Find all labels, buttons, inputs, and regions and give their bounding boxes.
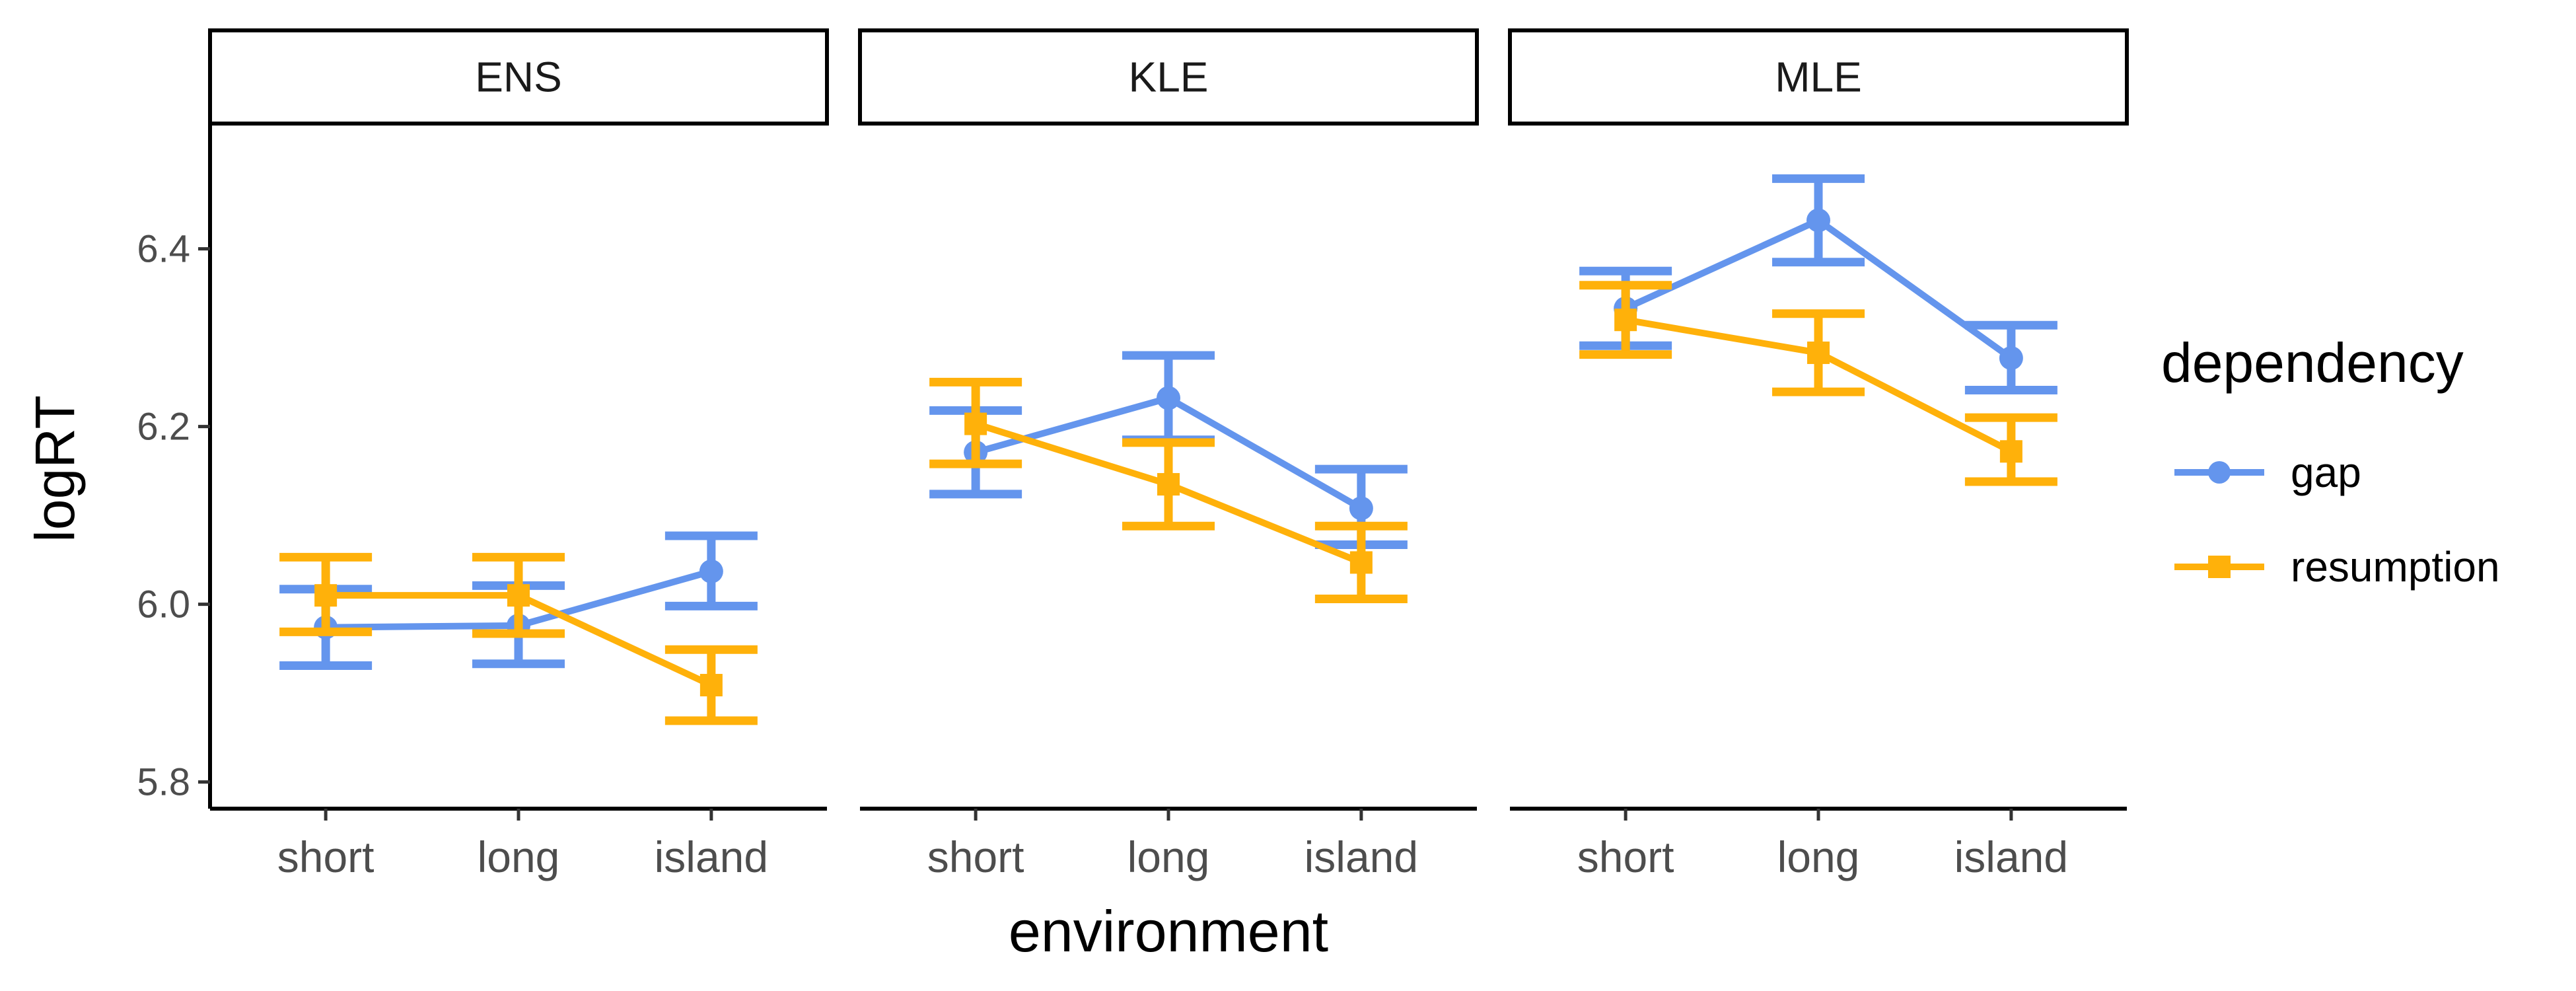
data-point-gap bbox=[1157, 386, 1180, 410]
y-tick-label: 6.4 bbox=[137, 228, 190, 271]
x-tick-label: short bbox=[277, 832, 375, 881]
facet-panel-mle: short long island bbox=[1510, 174, 2127, 881]
legend-key-marker bbox=[2208, 461, 2231, 484]
facet-strip bbox=[1508, 28, 2129, 126]
data-point-resumption bbox=[1999, 440, 2022, 463]
data-point-resumption bbox=[1349, 551, 1373, 574]
x-tick-label: long bbox=[1127, 832, 1210, 881]
legend-label: gap bbox=[2291, 449, 2361, 496]
facet-strip-label: MLE bbox=[1775, 54, 1862, 101]
facet-strip-label: KLE bbox=[1129, 54, 1209, 101]
y-tick-label: 6.2 bbox=[137, 406, 190, 449]
data-point-resumption bbox=[1157, 473, 1180, 496]
legend-item-resumption: resumption bbox=[2174, 543, 2500, 591]
data-point-gap bbox=[1807, 208, 1830, 233]
data-point-gap bbox=[1349, 496, 1373, 521]
x-tick-label: island bbox=[655, 832, 768, 881]
data-point-resumption bbox=[1807, 341, 1830, 364]
x-axis-title: environment bbox=[1009, 899, 1328, 964]
x-tick-label: long bbox=[478, 832, 560, 881]
y-tick-label: 5.8 bbox=[137, 761, 190, 804]
facet-strip bbox=[858, 28, 1479, 126]
legend-label: resumption bbox=[2291, 543, 2500, 591]
facet-strip bbox=[208, 28, 829, 126]
data-point-resumption bbox=[1614, 309, 1637, 332]
legend: dependency gap resumption bbox=[2161, 332, 2500, 591]
y-axis: 5.8 6.0 6.2 6.4 bbox=[137, 122, 212, 809]
data-point-resumption bbox=[314, 584, 338, 607]
data-point-gap bbox=[699, 559, 723, 583]
facet-strips: ENS KLE MLE bbox=[208, 28, 2129, 126]
facet-panel-ens: short long island bbox=[210, 531, 827, 881]
legend-title: dependency bbox=[2161, 332, 2464, 394]
y-axis-title: logRT bbox=[24, 395, 86, 542]
x-tick-label: short bbox=[927, 832, 1024, 881]
data-point-resumption bbox=[507, 584, 530, 607]
facet-strip-label: ENS bbox=[475, 54, 562, 101]
legend-item-gap: gap bbox=[2174, 449, 2361, 496]
data-point-resumption bbox=[964, 412, 987, 435]
data-point-gap bbox=[1999, 346, 2023, 371]
facet-panel-kle: short long island bbox=[860, 351, 1477, 881]
series-resumption bbox=[1579, 281, 2057, 486]
data-point-resumption bbox=[699, 674, 723, 697]
series-resumption bbox=[929, 377, 1408, 604]
facet-panels: short long island short long island short long i… bbox=[210, 174, 2127, 881]
x-tick-label: short bbox=[1577, 832, 1674, 881]
x-tick-label: long bbox=[1777, 832, 1860, 881]
y-tick-label: 6.0 bbox=[137, 583, 190, 626]
x-tick-label: island bbox=[1954, 832, 2068, 881]
legend-key-marker bbox=[2208, 556, 2231, 578]
series-resumption bbox=[279, 552, 758, 725]
x-tick-label: island bbox=[1305, 832, 1418, 881]
